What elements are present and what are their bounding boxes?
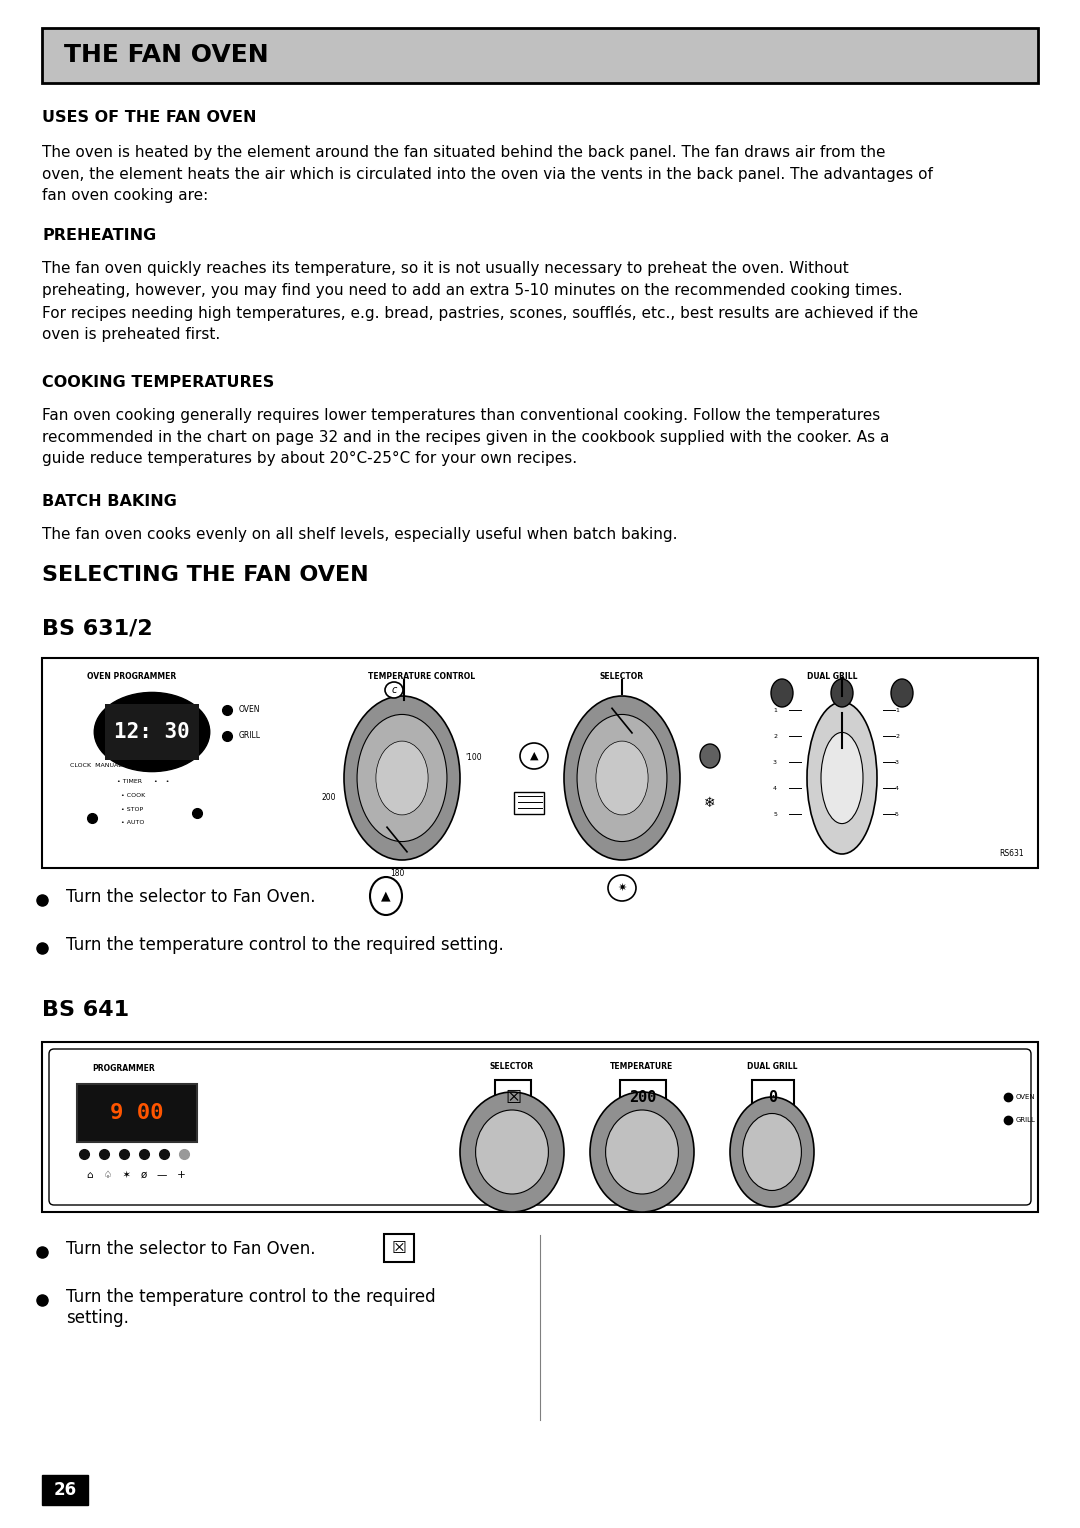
Text: BS 631/2: BS 631/2 [42, 617, 152, 639]
Ellipse shape [94, 692, 210, 772]
Ellipse shape [577, 715, 667, 842]
Text: 3: 3 [895, 759, 899, 764]
Bar [620, 1080, 666, 1115]
Text: USES OF THE FAN OVEN: USES OF THE FAN OVEN [42, 110, 257, 125]
Ellipse shape [519, 743, 548, 769]
Text: TEMPERATURE: TEMPERATURE [610, 1062, 674, 1071]
Bar [42, 1042, 1038, 1212]
Text: 26: 26 [53, 1481, 77, 1499]
Text: 3: 3 [773, 759, 777, 764]
Bar [105, 704, 199, 759]
Ellipse shape [608, 876, 636, 902]
Text: GRILL: GRILL [1016, 1117, 1036, 1123]
Text: PREHEATING: PREHEATING [42, 228, 157, 243]
Ellipse shape [460, 1093, 564, 1212]
Text: The fan oven cooks evenly on all shelf levels, especially useful when batch baki: The fan oven cooks evenly on all shelf l… [42, 527, 677, 542]
Text: 5: 5 [895, 811, 899, 816]
Text: BATCH BAKING: BATCH BAKING [42, 494, 177, 509]
Text: 1: 1 [895, 707, 899, 712]
Text: DUAL GRILL: DUAL GRILL [746, 1062, 797, 1071]
Text: SELECTING THE FAN OVEN: SELECTING THE FAN OVEN [42, 565, 368, 585]
Text: • TIMER      •    •: • TIMER • • [117, 779, 170, 784]
Text: The fan oven quickly reaches its temperature, so it is not usually necessary to : The fan oven quickly reaches its tempera… [42, 261, 918, 342]
Text: ☒: ☒ [392, 1239, 406, 1258]
Text: 4: 4 [773, 785, 777, 790]
Ellipse shape [590, 1093, 694, 1212]
Ellipse shape [345, 695, 460, 860]
Text: 9 00: 9 00 [110, 1103, 164, 1123]
Text: 2: 2 [895, 733, 899, 738]
Text: ❄: ❄ [704, 796, 716, 810]
Ellipse shape [564, 695, 680, 860]
Bar [514, 792, 544, 814]
Text: ▲: ▲ [530, 750, 538, 761]
Text: CLOCK  MANUAL   - TIME +: CLOCK MANUAL - TIME + [70, 762, 154, 769]
Text: Turn the selector to Fan Oven.: Turn the selector to Fan Oven. [66, 888, 315, 906]
Bar [42, 659, 1038, 868]
Text: Turn the selector to Fan Oven.: Turn the selector to Fan Oven. [66, 1241, 315, 1258]
Text: ⌂   ♤   ✶   ø   —   +: ⌂ ♤ ✶ ø — + [87, 1170, 186, 1180]
Text: 1: 1 [773, 707, 777, 712]
Text: 200: 200 [630, 1091, 657, 1105]
Text: TEMPERATURE CONTROL: TEMPERATURE CONTROL [368, 672, 475, 681]
Ellipse shape [376, 741, 428, 814]
Text: COOKING TEMPERATURES: COOKING TEMPERATURES [42, 374, 274, 390]
Text: GRILL: GRILL [239, 732, 261, 741]
Ellipse shape [891, 678, 913, 707]
Ellipse shape [475, 1109, 549, 1193]
Ellipse shape [730, 1097, 814, 1207]
Text: c: c [391, 685, 396, 695]
Bar [77, 1083, 197, 1141]
Text: 200: 200 [322, 793, 336, 802]
Text: Turn the temperature control to the required
setting.: Turn the temperature control to the requ… [66, 1288, 435, 1326]
Text: RS631: RS631 [999, 850, 1024, 859]
Bar [752, 1080, 794, 1115]
Bar [495, 1080, 531, 1115]
Text: 180: 180 [390, 869, 404, 879]
Text: • COOK: • COOK [117, 793, 145, 798]
Text: BS 641: BS 641 [42, 999, 130, 1021]
Ellipse shape [606, 1109, 678, 1193]
Text: ▲: ▲ [381, 889, 391, 903]
Text: PROGRAMMER: PROGRAMMER [92, 1063, 154, 1073]
Text: OVEN: OVEN [239, 706, 260, 715]
Ellipse shape [700, 744, 720, 769]
Text: SELECTOR: SELECTOR [599, 672, 644, 681]
Bar [42, 1475, 87, 1505]
Ellipse shape [821, 732, 863, 824]
Ellipse shape [831, 678, 853, 707]
Bar [42, 28, 1038, 83]
Ellipse shape [370, 877, 402, 915]
Text: ✷: ✷ [618, 883, 626, 892]
Text: '100: '100 [465, 753, 482, 762]
Ellipse shape [357, 715, 447, 842]
Ellipse shape [807, 701, 877, 854]
Text: Fan oven cooking generally requires lower temperatures than conventional cooking: Fan oven cooking generally requires lowe… [42, 408, 889, 466]
FancyBboxPatch shape [49, 1050, 1031, 1206]
Text: OVEN: OVEN [1016, 1094, 1036, 1100]
Text: 4: 4 [895, 785, 899, 790]
Text: 12: 30: 12: 30 [114, 723, 190, 743]
Ellipse shape [384, 681, 403, 698]
Text: ☒: ☒ [505, 1089, 521, 1106]
Text: DUAL GRILL: DUAL GRILL [807, 672, 858, 681]
Text: Turn the temperature control to the required setting.: Turn the temperature control to the requ… [66, 937, 503, 953]
Ellipse shape [771, 678, 793, 707]
Text: THE FAN OVEN: THE FAN OVEN [64, 43, 269, 67]
Text: 5: 5 [773, 811, 777, 816]
Text: 0: 0 [769, 1091, 778, 1105]
Text: SELECTOR: SELECTOR [490, 1062, 535, 1071]
Ellipse shape [743, 1114, 801, 1190]
Text: OVEN PROGRAMMER: OVEN PROGRAMMER [87, 672, 176, 681]
Text: 2: 2 [773, 733, 777, 738]
Text: • AUTO: • AUTO [117, 821, 145, 825]
Text: • STOP: • STOP [117, 807, 144, 811]
Bar [384, 1235, 414, 1262]
Ellipse shape [596, 741, 648, 814]
Text: The oven is heated by the element around the fan situated behind the back panel.: The oven is heated by the element around… [42, 145, 933, 203]
